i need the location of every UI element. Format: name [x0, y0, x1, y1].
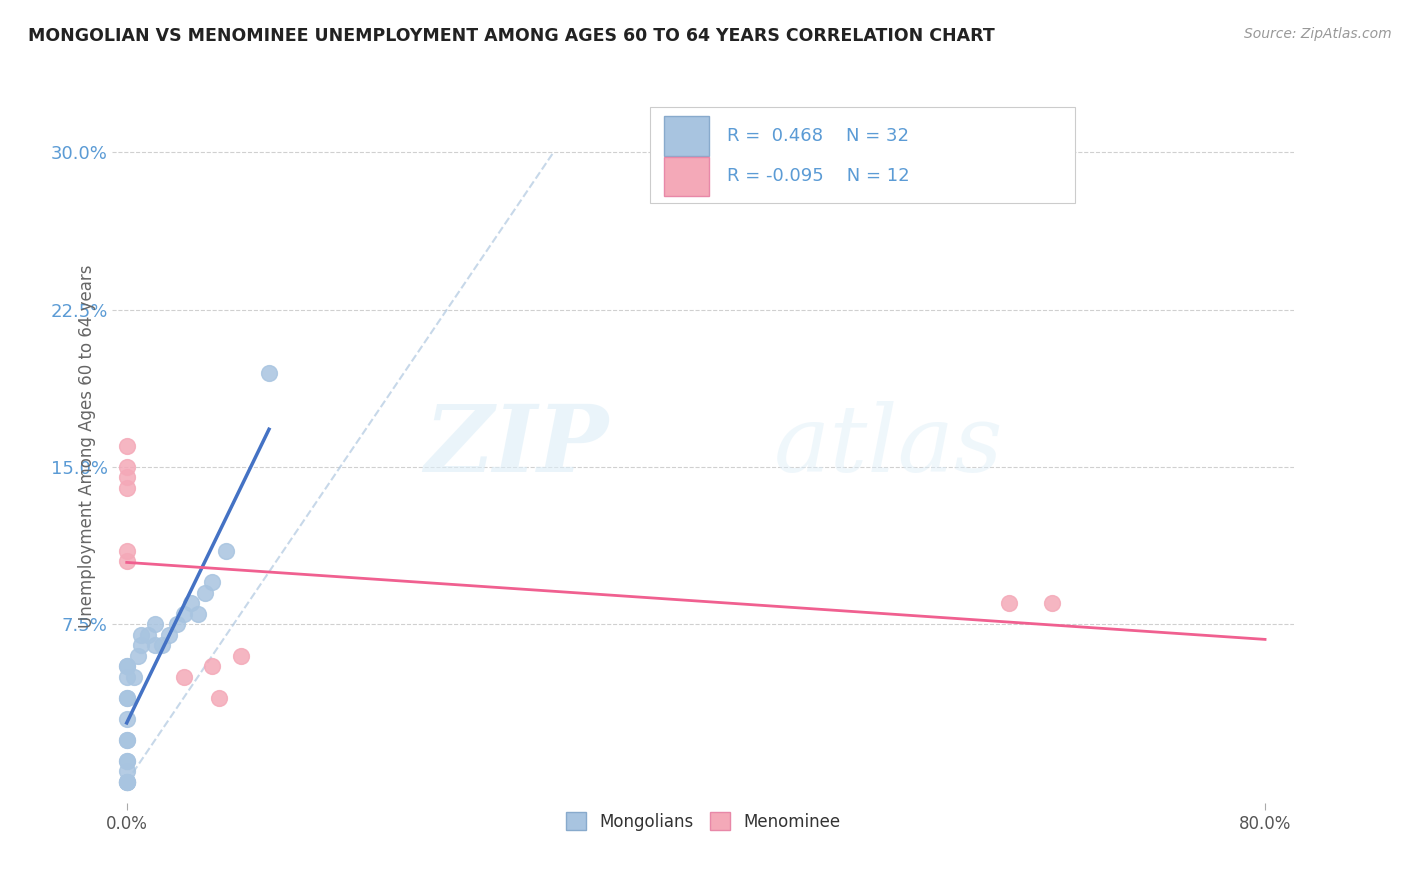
- Point: [115, 460, 138, 475]
- Point: [122, 670, 145, 684]
- Point: [115, 712, 138, 726]
- Point: [129, 639, 152, 653]
- Point: [215, 544, 238, 558]
- Point: [115, 670, 138, 684]
- Point: [115, 659, 138, 673]
- Point: [143, 617, 166, 632]
- Point: [201, 575, 224, 590]
- Point: [115, 690, 138, 705]
- Point: [115, 754, 138, 768]
- Point: [115, 554, 138, 568]
- Point: [115, 732, 138, 747]
- Text: Source: ZipAtlas.com: Source: ZipAtlas.com: [1244, 27, 1392, 41]
- Point: [173, 670, 195, 684]
- Point: [115, 470, 138, 484]
- Point: [115, 659, 138, 673]
- Bar: [664, 157, 709, 196]
- Point: [115, 774, 138, 789]
- Text: MONGOLIAN VS MENOMINEE UNEMPLOYMENT AMONG AGES 60 TO 64 YEARS CORRELATION CHART: MONGOLIAN VS MENOMINEE UNEMPLOYMENT AMON…: [28, 27, 995, 45]
- Point: [115, 439, 138, 453]
- Point: [229, 648, 252, 663]
- Y-axis label: Unemployment Among Ages 60 to 64 years: Unemployment Among Ages 60 to 64 years: [77, 264, 96, 628]
- Text: atlas: atlas: [773, 401, 1004, 491]
- Point: [136, 628, 159, 642]
- Point: [201, 659, 224, 673]
- Point: [208, 690, 231, 705]
- Point: [143, 639, 166, 653]
- Point: [129, 628, 152, 642]
- Bar: [664, 116, 709, 155]
- Legend: Mongolians, Menominee: Mongolians, Menominee: [560, 805, 846, 838]
- Point: [115, 544, 138, 558]
- Point: [115, 732, 138, 747]
- Point: [1040, 596, 1063, 610]
- Point: [998, 596, 1021, 610]
- Point: [173, 607, 195, 621]
- Point: [115, 774, 138, 789]
- Text: R = -0.095    N = 12: R = -0.095 N = 12: [727, 168, 910, 186]
- Point: [115, 754, 138, 768]
- Point: [150, 639, 173, 653]
- Point: [180, 596, 202, 610]
- Point: [115, 481, 138, 495]
- Point: [166, 617, 188, 632]
- Text: R =  0.468    N = 32: R = 0.468 N = 32: [727, 127, 908, 145]
- Text: ZIP: ZIP: [425, 401, 609, 491]
- FancyBboxPatch shape: [650, 107, 1076, 203]
- Point: [115, 690, 138, 705]
- Point: [187, 607, 209, 621]
- Point: [157, 628, 180, 642]
- Point: [127, 648, 149, 663]
- Point: [115, 774, 138, 789]
- Point: [257, 366, 280, 380]
- Point: [194, 586, 217, 600]
- Point: [115, 764, 138, 779]
- Point: [115, 774, 138, 789]
